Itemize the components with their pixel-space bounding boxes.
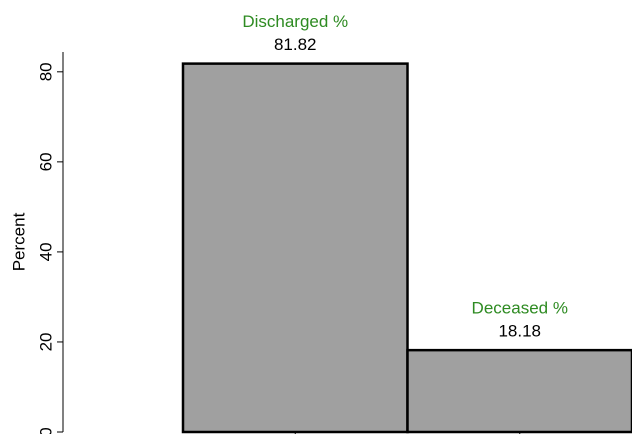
bar: [406, 348, 632, 434]
value-label: 81.82: [274, 35, 317, 54]
y-tick-label: 80: [36, 62, 55, 81]
value-label: 18.18: [498, 322, 541, 341]
category-label: Discharged %: [242, 12, 348, 31]
y-tick-label: 0: [36, 427, 55, 434]
y-tick-label: 40: [36, 242, 55, 261]
category-label: Deceased %: [472, 299, 568, 318]
bar: [181, 62, 409, 434]
y-tick-label: 20: [36, 332, 55, 351]
y-tick-label: 60: [36, 152, 55, 171]
y-axis-label: Percent: [9, 212, 28, 271]
